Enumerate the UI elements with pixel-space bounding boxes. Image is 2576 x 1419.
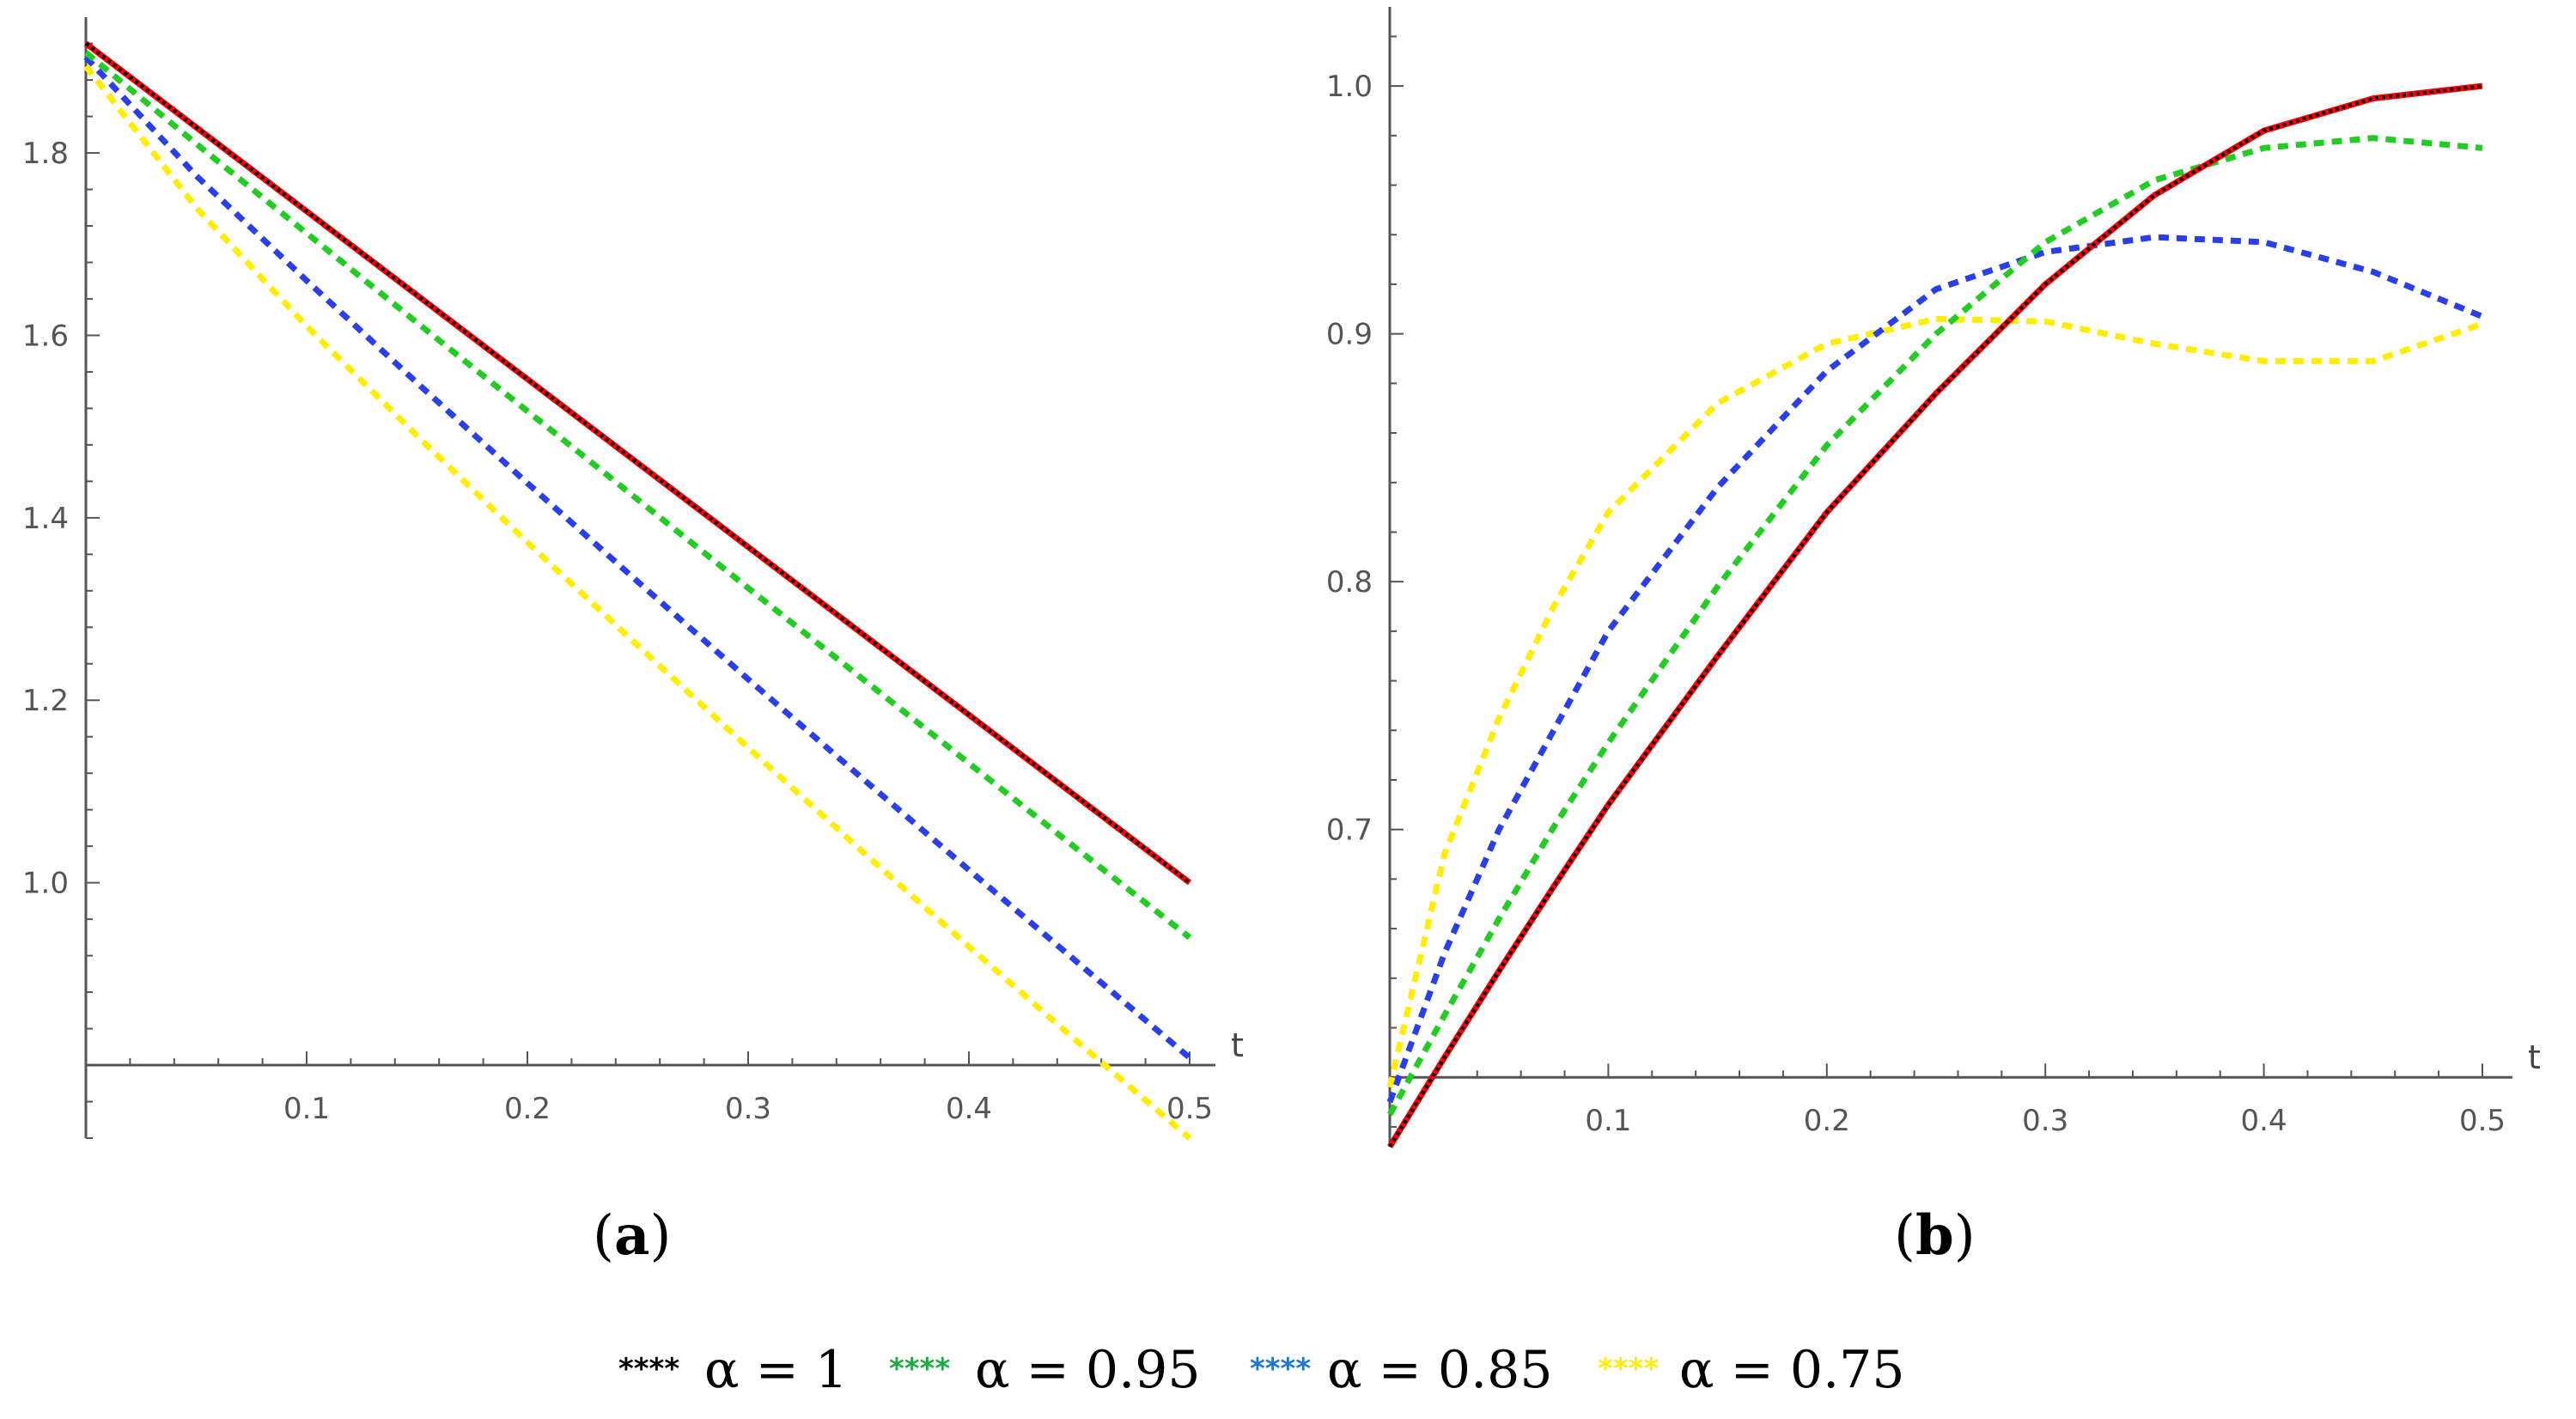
- panel-b-caption: (b): [1894, 1203, 1976, 1268]
- legend-marker-2: ****: [889, 1352, 950, 1386]
- x-tick-label: 0.3: [725, 1092, 771, 1126]
- x-axis-label: t: [2528, 1038, 2541, 1076]
- x-tick-label: 0.5: [2459, 1104, 2506, 1138]
- x-tick-label: 0.4: [946, 1092, 992, 1126]
- series-line--0-75: [83, 64, 1192, 1141]
- y-tick-label: 0.7: [1326, 813, 1373, 848]
- y-tick-label: 1.0: [1326, 70, 1373, 104]
- series-line--0-85: [1386, 234, 2484, 1104]
- series-line--1: [84, 42, 1191, 885]
- y-tick-label: 1.4: [22, 502, 69, 536]
- legend-label-3: α = 0.85: [1327, 1340, 1553, 1400]
- x-tick-label: 0.4: [2241, 1104, 2287, 1138]
- x-axis-label: t: [1231, 1026, 1244, 1064]
- panel-b-plot: 0.7 0.8 0.9 1.0 0.1 0.2 0.3 0.4 0.5 t: [1326, 7, 2541, 1148]
- legend-label-2: α = 0.95: [975, 1340, 1201, 1400]
- x-tick-label: 0.1: [283, 1092, 330, 1126]
- y-tick-label: 1.6: [22, 319, 69, 353]
- panel-a-plot: 1.0 1.2 1.4 1.6 1.8 0.1 0.2 0.3 0.4 0.5 t: [22, 17, 1244, 1141]
- panel-a-caption: (a): [593, 1203, 671, 1268]
- x-tick-label: 0.1: [1585, 1104, 1631, 1138]
- legend-label-4: α = 0.75: [1679, 1340, 1905, 1400]
- x-tick-label: 0.2: [504, 1092, 551, 1126]
- series-line--0-95: [1386, 135, 2483, 1117]
- legend-marker-3: ****: [1250, 1352, 1311, 1386]
- x-tick-label: 0.2: [1804, 1104, 1850, 1138]
- legend-marker-4: ****: [1598, 1352, 1659, 1386]
- y-tick-label: 0.8: [1326, 565, 1373, 600]
- y-tick-label: 1.8: [22, 137, 69, 171]
- y-tick-label: 0.9: [1326, 318, 1373, 352]
- x-tick-label: 0.5: [1166, 1092, 1213, 1126]
- series-line-exact: [1387, 82, 2483, 1148]
- series-line--1: [1388, 84, 2483, 1148]
- series-line--0-75: [1386, 315, 2484, 1088]
- x-tick-label: 0.3: [2022, 1104, 2068, 1138]
- legend: **** α = 1 **** α = 0.95 **** α = 0.85 *…: [618, 1340, 1905, 1400]
- y-tick-label: 1.0: [22, 867, 69, 901]
- legend-marker-1: ****: [618, 1352, 679, 1386]
- y-tick-label: 1.2: [22, 684, 69, 718]
- legend-label-1: α = 1: [704, 1340, 848, 1400]
- series-line--0-95: [83, 50, 1192, 941]
- series-line--0-85: [83, 55, 1192, 1061]
